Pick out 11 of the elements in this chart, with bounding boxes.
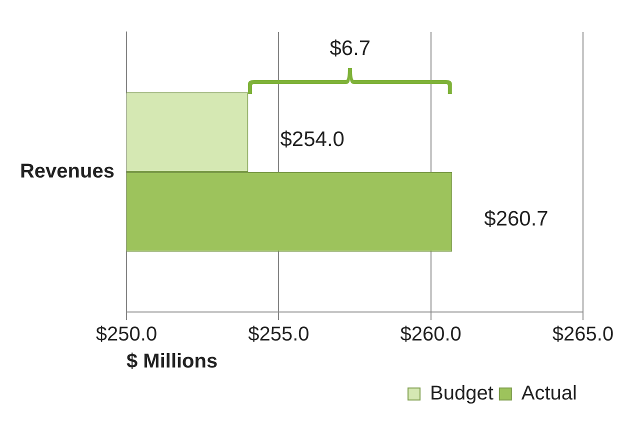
x-axis-title: $ Millions bbox=[126, 350, 218, 373]
data-label: $260.7 bbox=[484, 208, 548, 231]
x-tick-label: $265.0 bbox=[552, 324, 614, 346]
data-label: $254.0 bbox=[280, 128, 344, 151]
x-tick-label: $250.0 bbox=[96, 324, 158, 346]
legend-label: Budget bbox=[430, 382, 494, 405]
x-tick-label: $255.0 bbox=[248, 324, 310, 346]
legend-label: Actual bbox=[521, 382, 578, 405]
x-tick-label: $260.0 bbox=[400, 324, 462, 346]
y-tick-label: Revenues bbox=[20, 160, 114, 183]
text: $6.7 bbox=[328, 36, 372, 62]
